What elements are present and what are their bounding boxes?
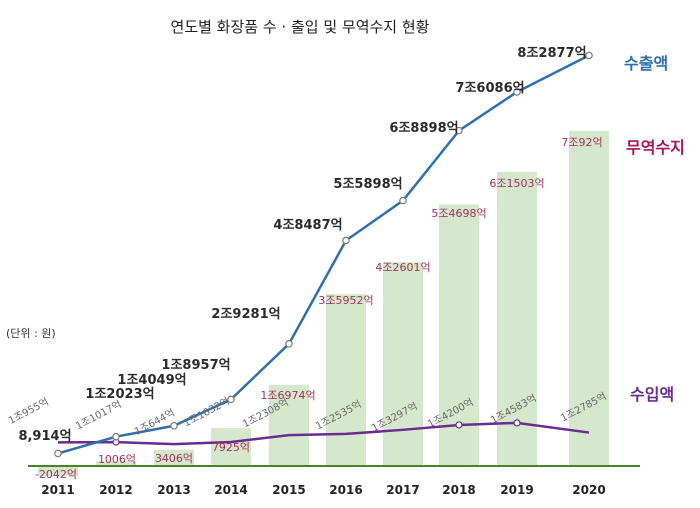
x-tick-2014: 2014 [214, 483, 247, 497]
bar-balance-2017 [383, 262, 423, 466]
point-import-2018 [455, 421, 463, 429]
point-export-2015 [285, 340, 293, 348]
legend-export: 수출액 [624, 54, 669, 73]
bar-balance-2019 [497, 171, 537, 466]
point-export-2014 [227, 395, 235, 404]
label-import-2014: 1조1032억 [182, 395, 232, 429]
point-export-2016 [342, 236, 350, 245]
label-export-2014: 1조8957억 [161, 358, 230, 373]
label-import-2011: 1조955억 [6, 396, 50, 427]
label-balance-2017: 4조2601억 [375, 261, 430, 274]
point-import-2019 [513, 419, 521, 427]
label-balance-2011: -2042억 [35, 468, 77, 481]
legend-import: 수입액 [630, 385, 675, 404]
label-balance-2018: 5조4698억 [431, 207, 486, 220]
x-tick-2018: 2018 [442, 483, 475, 497]
x-tick-2013: 2013 [157, 483, 190, 497]
chart-title: 연도별 화장품 수 · 출입 및 무역수지 현황 [170, 18, 430, 36]
label-balance-2013: 3406억 [155, 452, 193, 465]
bar-balance-2015 [269, 384, 309, 466]
label-balance-2012: 1006억 [98, 453, 136, 466]
label-export-2020: 8조2877억 [517, 46, 586, 61]
label-import-2012: 1조1017억 [74, 398, 124, 432]
label-export-2013: 1조4049억 [117, 373, 186, 388]
bar-balance-2016 [326, 294, 366, 466]
label-export-2011: 8,914억 [18, 429, 71, 444]
x-tick-2019: 2019 [500, 483, 533, 497]
bar-balance-2011 [38, 466, 78, 476]
point-export-2017 [399, 196, 407, 205]
point-export-2019 [513, 88, 521, 96]
label-balance-2019: 6조1503억 [489, 177, 544, 190]
line-export [57, 54, 590, 455]
x-tick-2015: 2015 [272, 483, 305, 497]
bar-balance-2020 [569, 130, 609, 466]
label-balance-2016: 3조5952억 [318, 294, 373, 307]
bar-balance-2012 [96, 461, 136, 466]
label-export-2019: 7조6086억 [455, 81, 524, 96]
point-export-2018 [455, 126, 463, 135]
x-tick-2020: 2020 [572, 483, 605, 497]
legend-balance: 무역수지 [626, 138, 685, 157]
label-import-2013: 1조644억 [132, 407, 176, 438]
x-tick-2016: 2016 [329, 483, 362, 497]
x-tick-2011: 2011 [41, 483, 74, 497]
point-export-2011 [54, 449, 62, 458]
label-balance-2020: 7조92억 [561, 136, 602, 149]
label-export-2012: 1조2023억 [85, 387, 154, 402]
x-tick-2017: 2017 [386, 483, 419, 497]
label-export-2015: 2조9281억 [211, 307, 280, 322]
label-export-2018: 6조8898억 [389, 121, 458, 136]
label-balance-2014: 7925억 [212, 441, 250, 454]
bar-balance-2014 [211, 428, 251, 466]
unit-note: (단위 : 원) [6, 327, 56, 340]
label-export-2016: 4조8487억 [273, 218, 342, 233]
point-export-2013 [170, 421, 178, 430]
point-export-2012 [112, 432, 120, 441]
x-tick-2012: 2012 [99, 483, 132, 497]
line-import [57, 421, 590, 446]
label-balance-2015: 1조6974억 [260, 389, 315, 402]
point-export-2020 [585, 51, 593, 60]
bar-balance-2013 [154, 449, 194, 466]
label-export-2017: 5조5898억 [333, 177, 402, 192]
